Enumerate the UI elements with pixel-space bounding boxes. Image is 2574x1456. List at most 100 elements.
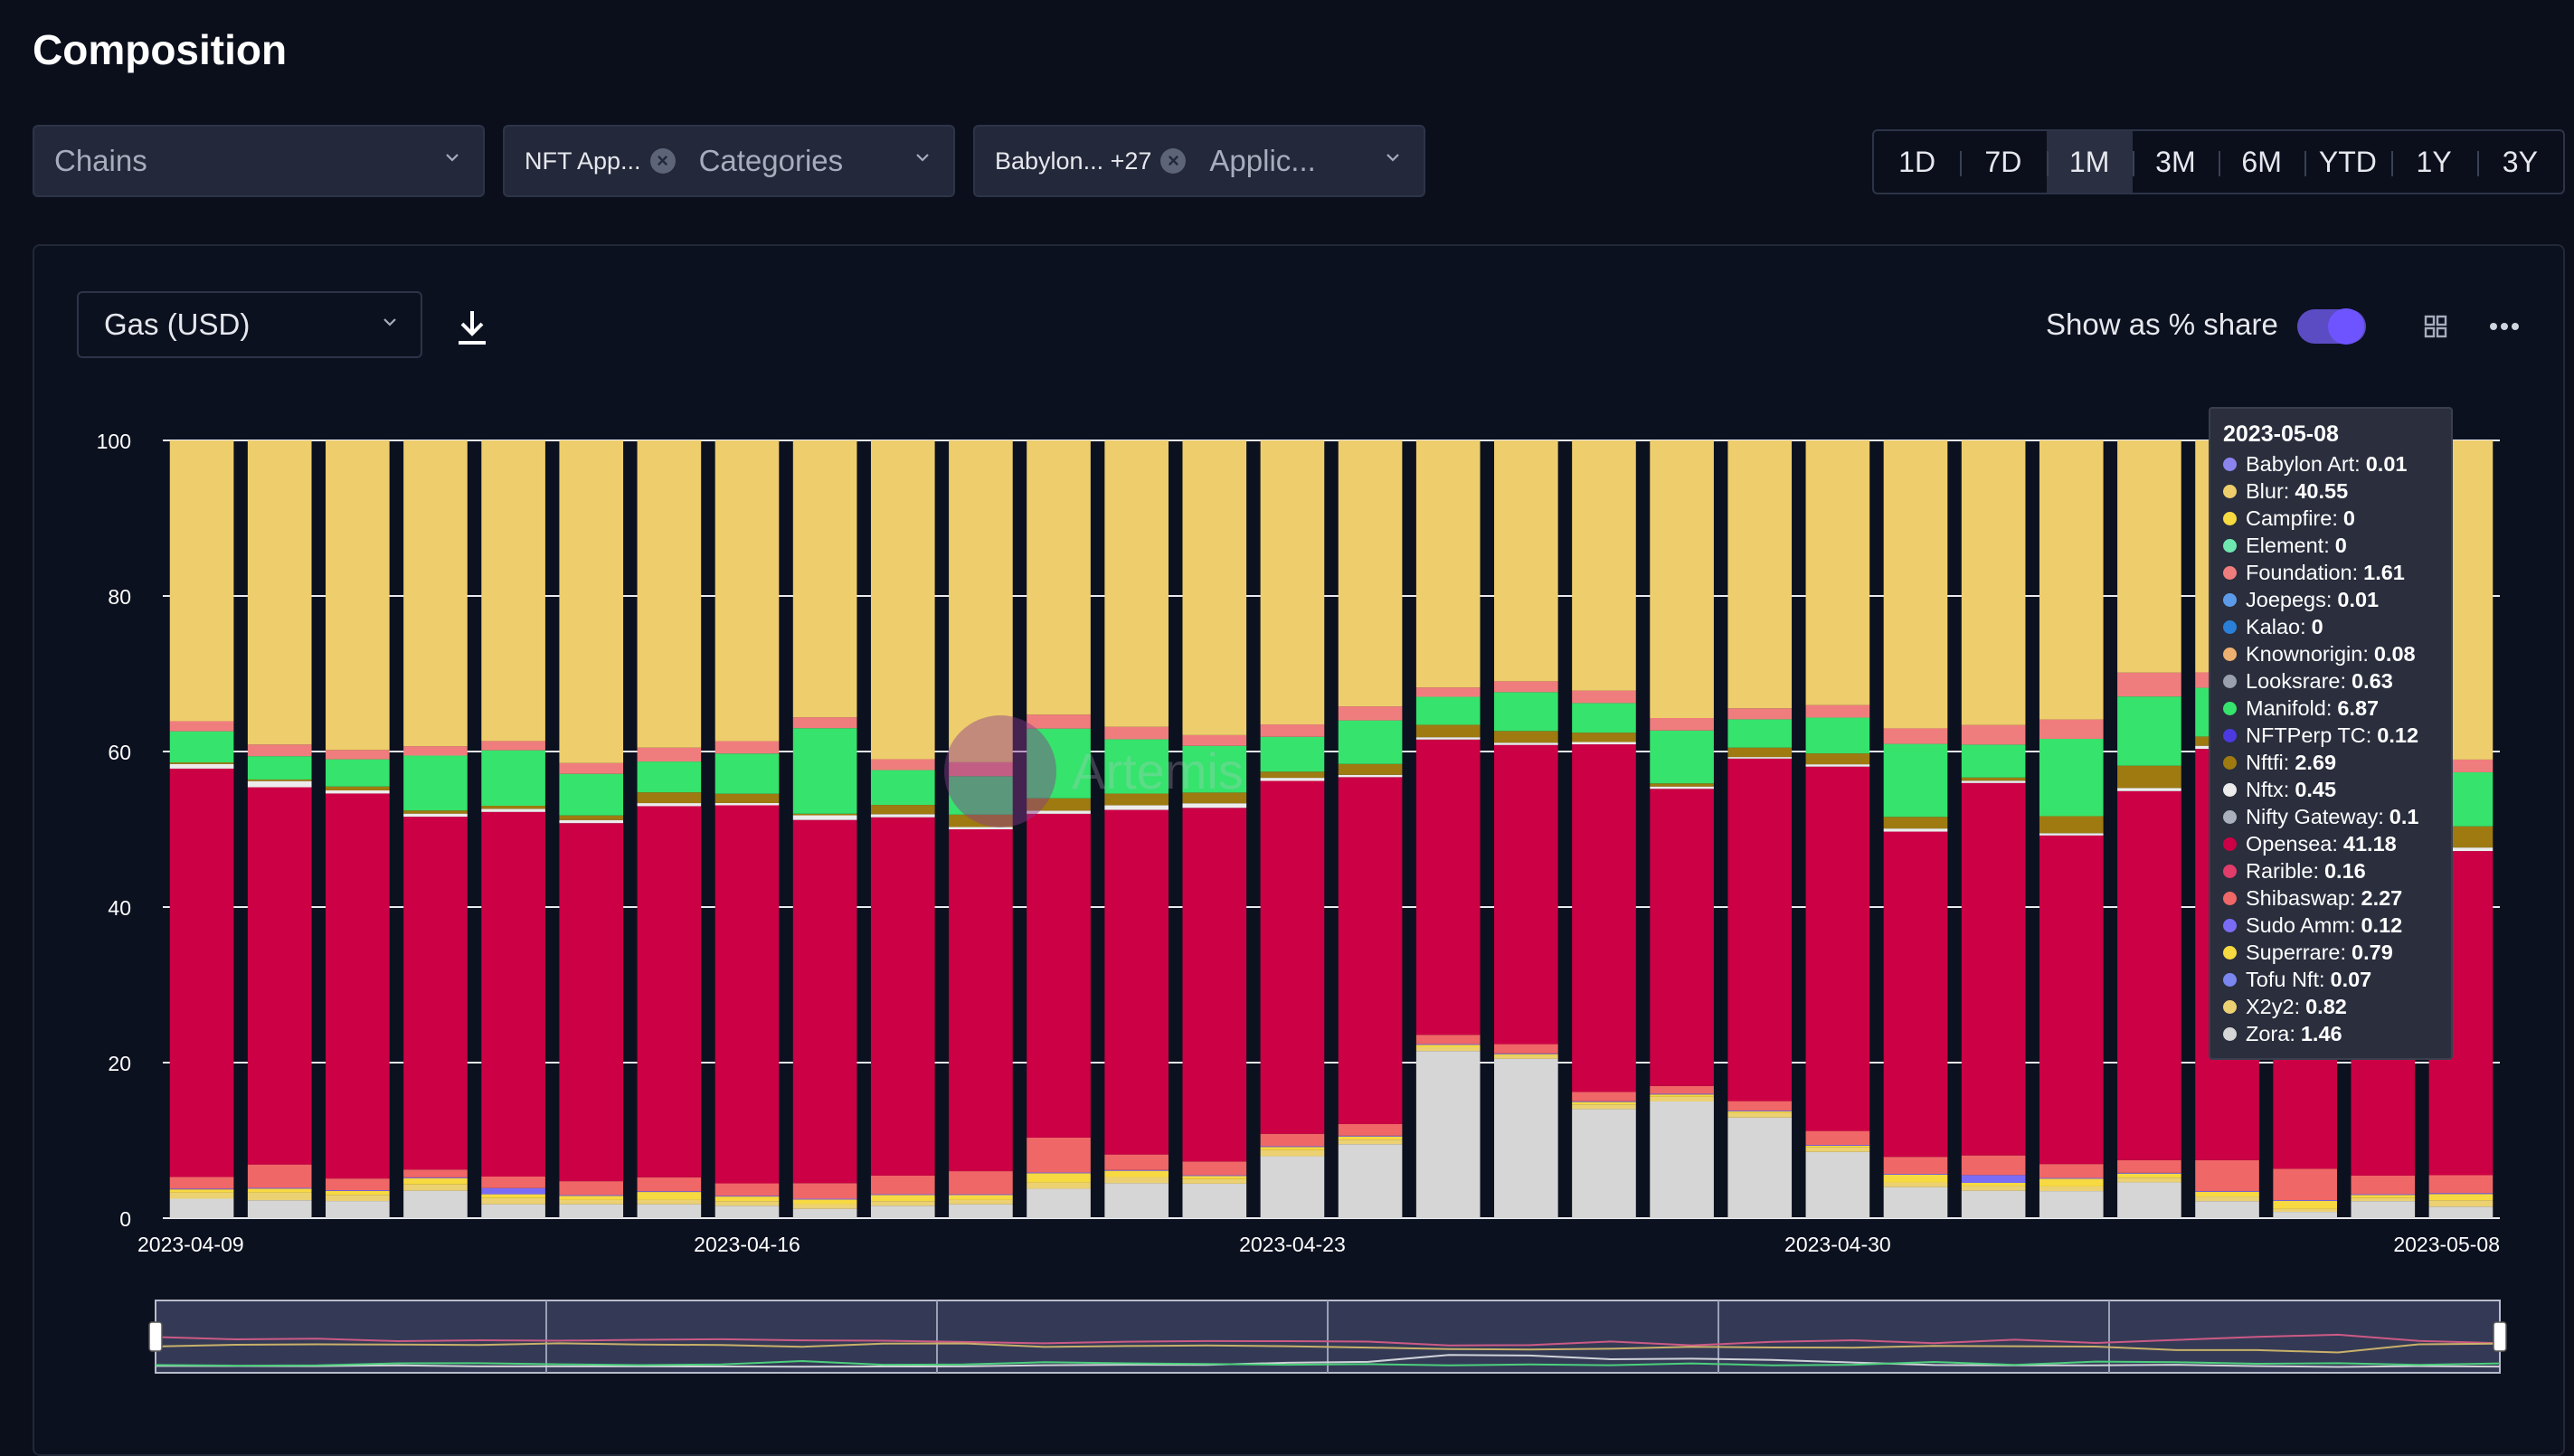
y-tick-label: 60: [108, 741, 131, 764]
bar-segment: [559, 815, 624, 820]
bar-segment: [481, 806, 545, 809]
tooltip-label: Shibaswap:: [2246, 885, 2356, 910]
tooltip-row: Kalao: 0: [2223, 613, 2438, 640]
metric-select[interactable]: Gas (USD): [77, 291, 422, 358]
close-icon[interactable]: ×: [1160, 148, 1187, 174]
bar-segment: [792, 1204, 857, 1209]
chart-axis: 0 20 40 60 80 100 2023-04-09 2023-04-16 2023-04-…: [97, 430, 2500, 1256]
range-button-3m[interactable]: 3M: [2132, 131, 2219, 193]
bar-segment: [1260, 771, 1325, 779]
categories-filter[interactable]: NFT App... × Categories: [503, 125, 955, 197]
tooltip-value: 0.08: [2373, 641, 2416, 666]
toggle-knob: [2328, 308, 2364, 345]
tooltip-row: Tofu Nft: 0.07: [2223, 966, 2438, 993]
bar-segment: [1182, 1176, 1247, 1179]
bar-segment: [1961, 777, 2026, 781]
bar-segment: [247, 756, 312, 780]
bar-segment: [1338, 1144, 1403, 1218]
tooltip-value: 1.61: [2363, 560, 2405, 584]
grid-icon[interactable]: [2424, 315, 2447, 338]
bar-segment: [2351, 1201, 2416, 1218]
tooltip-value: 0.12: [2361, 912, 2403, 937]
bar-segment: [1260, 1133, 1325, 1147]
more-icon[interactable]: [2489, 321, 2520, 332]
chevron-down-icon: [916, 154, 929, 162]
bar-segment: [247, 1200, 312, 1218]
range-button-ytd[interactable]: YTD: [2304, 131, 2390, 193]
bar-segment: [169, 1188, 234, 1190]
bar-segment: [559, 1204, 624, 1218]
series-color-dot: [2223, 918, 2237, 932]
bar-segment: [714, 1205, 780, 1218]
series-color-dot: [2223, 701, 2237, 715]
range-button-6m[interactable]: 6M: [2219, 131, 2304, 193]
tooltip-value: 0.07: [2330, 967, 2372, 991]
bar-segment: [949, 1171, 1013, 1195]
bar-segment: [870, 814, 935, 818]
application-chip: Babylon... +27 ×: [995, 147, 1187, 175]
bar-segment: [247, 1192, 312, 1201]
navigator-handle[interactable]: [148, 1321, 163, 1352]
bar-segment: [1805, 440, 1870, 705]
chart-tooltip: 2023-05-08 Babylon Art: 0.01 Blur: 40.55 Cam…: [2209, 407, 2453, 1060]
bar-segment: [2428, 1206, 2494, 1218]
bar-segment: [247, 440, 312, 745]
bar-segment: [481, 1176, 545, 1188]
bar-segment: [637, 440, 702, 748]
close-icon[interactable]: ×: [649, 148, 676, 174]
tooltip-row: Opensea: 41.18: [2223, 830, 2438, 857]
time-range-selector: 1D 7D 1M 3M 6M YTD 1Y 3Y: [1872, 129, 2565, 194]
bar-segment: [2117, 790, 2181, 1160]
tooltip-row: Nftx: 0.45: [2223, 776, 2438, 803]
chart-grid: [163, 440, 2500, 1219]
download-icon[interactable]: [454, 307, 490, 347]
bar-segment: [1182, 803, 1247, 808]
chains-filter[interactable]: Chains: [33, 125, 485, 197]
bar-segment: [1650, 1096, 1714, 1101]
bar-segment: [949, 776, 1013, 815]
bar-segment: [1961, 1190, 2026, 1218]
bar-segment: [1572, 742, 1636, 745]
range-button-1m[interactable]: 1M: [2046, 131, 2133, 193]
bar-segment: [1961, 724, 2026, 745]
bar-segment: [1338, 763, 1403, 775]
tooltip-value: 6.87: [2337, 695, 2380, 720]
tooltip-label: Knownorigin:: [2246, 641, 2369, 666]
bar-segment: [326, 440, 390, 751]
bar-segment: [1104, 805, 1169, 810]
bar-segment: [1338, 774, 1403, 778]
x-tick-label: 2023-04-23: [1239, 1233, 1346, 1256]
range-button-3y[interactable]: 3Y: [2476, 131, 2563, 193]
series-color-dot: [2223, 972, 2237, 987]
bar-segment: [637, 806, 702, 1177]
bar-segment: [1415, 1035, 1481, 1045]
applications-filter[interactable]: Babylon... +27 × Applic...: [973, 125, 1425, 197]
tooltip-label: Zora:: [2246, 1021, 2295, 1045]
bar-segment: [1415, 737, 1481, 740]
bar-segment: [1415, 1046, 1481, 1052]
range-button-1d[interactable]: 1D: [1898, 145, 1936, 178]
bar-segment: [326, 759, 390, 787]
navigator-handle[interactable]: [2493, 1321, 2507, 1352]
bar-segment: [1104, 1170, 1169, 1177]
range-button-7d[interactable]: 7D: [1960, 131, 2046, 193]
bar-segment: [1961, 1182, 2026, 1187]
tooltip-row: Rarible: 0.16: [2223, 857, 2438, 884]
bar-segment: [1182, 440, 1247, 735]
tooltip-value: 0.01: [2365, 451, 2408, 476]
bar-segment: [1572, 733, 1636, 742]
bar-segment: [949, 829, 1013, 1172]
bar-segment: [1883, 1174, 1948, 1183]
share-toggle[interactable]: [2297, 308, 2366, 345]
tooltip-label: Nftx:: [2246, 777, 2290, 801]
range-button-1y[interactable]: 1Y: [2390, 131, 2477, 193]
tooltip-value: 0.12: [2377, 723, 2419, 747]
bar-segment: [559, 1196, 624, 1200]
bar-segment: [1104, 440, 1169, 727]
bar-segment: [326, 1195, 390, 1202]
bar-segment: [1883, 728, 1948, 744]
bar-segment: [2039, 1164, 2104, 1178]
bar-segment: [1027, 798, 1091, 811]
bar-segment: [2117, 765, 2181, 789]
bar-segment: [1494, 744, 1558, 1045]
